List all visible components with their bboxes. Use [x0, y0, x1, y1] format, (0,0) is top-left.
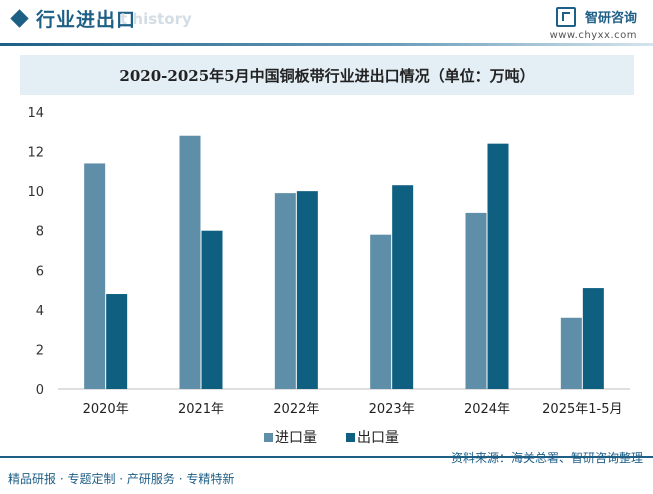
y-tick-label: 2: [36, 343, 44, 358]
page-footer: 精品研报 · 专题定制 · 产研服务 · 专精特新 资料来源：海关总署、智研咨询…: [0, 451, 653, 494]
y-tick-label: 0: [36, 383, 44, 398]
legend-swatch: [346, 433, 355, 442]
section-ghost-text: t history: [120, 10, 192, 28]
y-tick-label: 8: [36, 225, 44, 240]
bar-import: [560, 317, 582, 389]
y-tick-label: 12: [27, 146, 44, 161]
bar-import: [84, 163, 106, 389]
y-tick-label: 10: [27, 185, 44, 200]
logo-url: www.chyxx.com: [549, 29, 637, 41]
bar-import: [465, 212, 487, 389]
chart-title-bar: 2020-2025年5月中国铜板带行业进出口情况（单位：万吨）: [20, 55, 634, 95]
y-tick-label: 4: [36, 304, 44, 319]
x-tick-label: 2021年: [178, 402, 224, 417]
bar-export: [106, 294, 128, 389]
header-rule: [0, 43, 653, 46]
footer-tags: 精品研报 · 专题定制 · 产研服务 · 专精特新: [8, 472, 235, 486]
y-tick-label: 6: [36, 264, 44, 279]
page-header: 行业进出口 t history 智研咨询 www.chyxx.com: [0, 0, 653, 42]
bar-export: [487, 143, 509, 389]
bar-export: [582, 288, 604, 389]
x-tick-label: 2022年: [273, 402, 319, 417]
logo-name: 智研咨询: [584, 11, 637, 26]
source-note: 资料来源：海关总署、智研咨询整理: [450, 451, 643, 465]
x-tick-label: 2023年: [369, 402, 415, 417]
bar-import: [274, 193, 296, 389]
legend-label: 出口量: [357, 430, 399, 446]
bar-export: [392, 185, 414, 389]
legend-swatch: [264, 433, 273, 442]
y-tick-label: 14: [27, 106, 44, 121]
section-title: 行业进出口: [36, 9, 137, 31]
x-tick-label: 2024年: [464, 402, 510, 417]
chart-title: 2020-2025年5月中国铜板带行业进出口情况（单位：万吨）: [119, 67, 535, 85]
bar-export: [201, 230, 223, 389]
bar-export: [296, 191, 318, 389]
bar-chart: 0 2 4 6 8 10 12 14 2020年 2021年 2022年 2023年 2024年 2025…: [27, 106, 630, 446]
brand-logo: 智研咨询 www.chyxx.com: [550, 6, 637, 41]
diamond-icon: [10, 9, 29, 28]
x-tick-label: 2020年: [83, 402, 129, 417]
x-tick-label: 2025年1-5月: [542, 402, 622, 417]
logo-icon: [555, 6, 576, 27]
legend-label: 进口量: [275, 430, 317, 446]
bar-import: [179, 135, 201, 389]
bar-import: [370, 234, 392, 389]
